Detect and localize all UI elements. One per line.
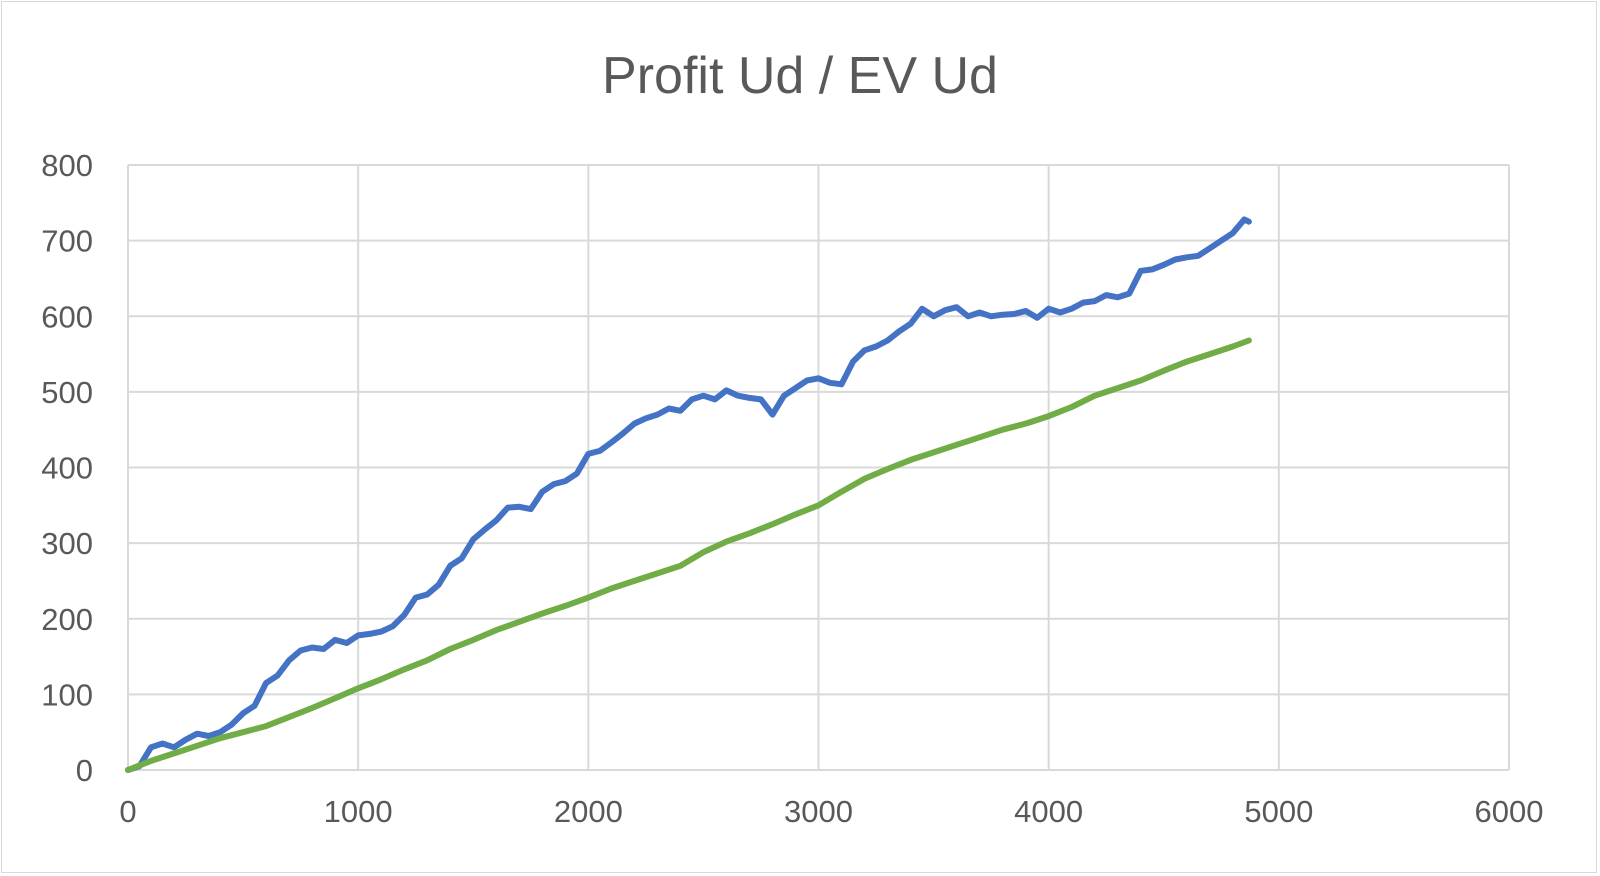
axes: 0 100 200 300 400 500 600 700 800 0 1000 2000 3000 40…: [41, 148, 1543, 829]
x-tick-label: 5000: [1244, 794, 1313, 829]
x-tick-label: 6000: [1475, 794, 1544, 829]
x-tick-label: 0: [119, 794, 136, 829]
x-tick-label: 1000: [324, 794, 393, 829]
series-line-2: [125, 337, 1252, 773]
y-tick-label: 400: [41, 451, 93, 486]
x-tick-label: 4000: [1014, 794, 1083, 829]
gridlines: [127, 164, 1510, 771]
chart-title: Profit Ud / EV Ud: [602, 47, 998, 105]
series-line-1: [125, 216, 1252, 773]
y-tick-label: 300: [41, 526, 93, 561]
y-tick-label: 600: [41, 299, 93, 334]
series-lines: [125, 216, 1252, 773]
y-tick-label: 800: [41, 148, 93, 183]
y-tick-label: 700: [41, 224, 93, 259]
y-tick-label: 200: [41, 602, 93, 637]
x-tick-label: 3000: [784, 794, 853, 829]
x-tick-label: 2000: [554, 794, 623, 829]
y-tick-label: 100: [41, 677, 93, 712]
y-tick-label: 0: [76, 753, 93, 788]
y-tick-label: 500: [41, 375, 93, 410]
